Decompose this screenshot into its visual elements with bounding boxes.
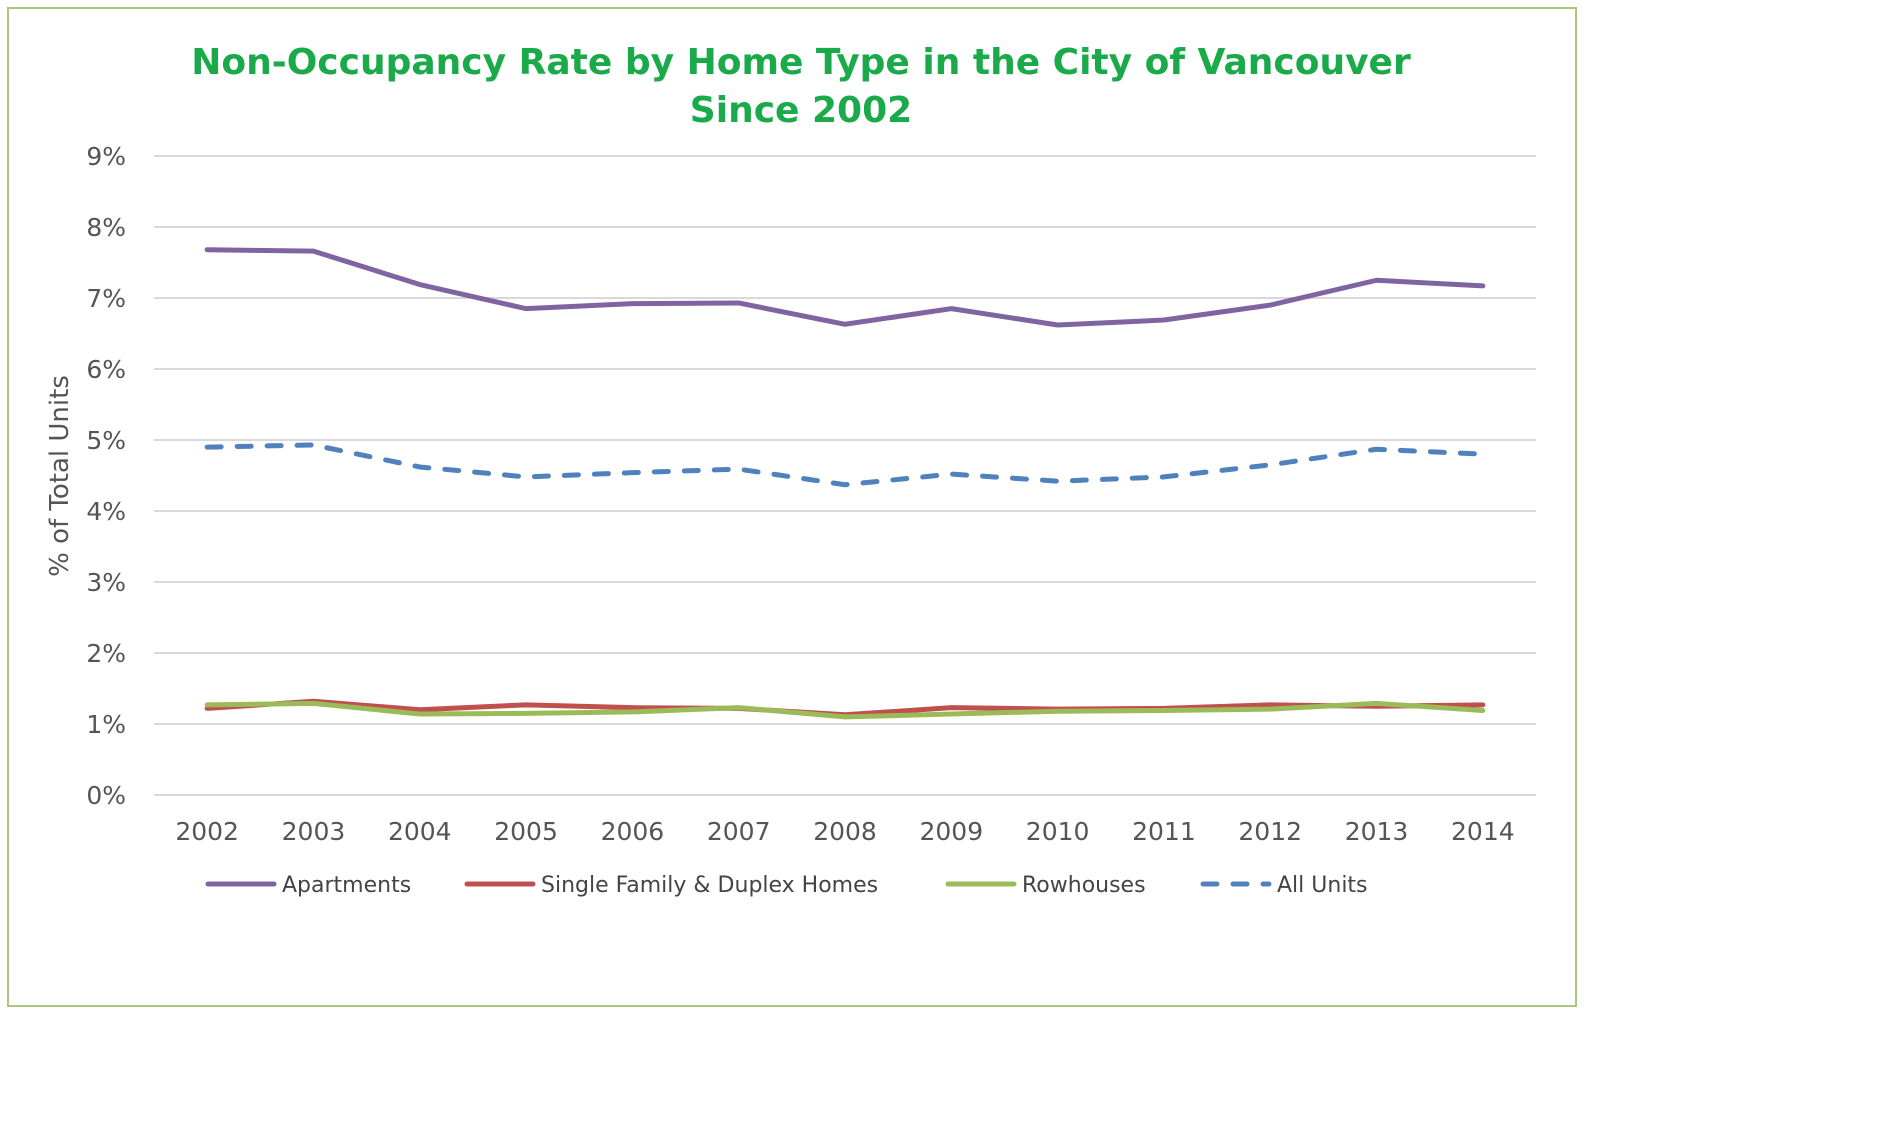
x-tick-label: 2013 <box>1345 817 1409 846</box>
legend-label: Apartments <box>282 873 411 898</box>
chart-title: Non-Occupancy Rate by Home Type in the C… <box>191 42 1411 83</box>
chart-frame <box>7 7 1577 1007</box>
x-tick-label: 2006 <box>601 817 665 846</box>
x-tick-label: 2014 <box>1451 817 1515 846</box>
y-tick-label: 3% <box>86 568 126 597</box>
y-axis-label: % of Total Units <box>45 375 75 577</box>
x-tick-label: 2011 <box>1132 817 1196 846</box>
legend-label: Single Family & Duplex Homes <box>541 873 878 898</box>
x-tick-label: 2002 <box>175 817 239 846</box>
x-tick-label: 2008 <box>813 817 877 846</box>
x-tick-label: 2005 <box>494 817 558 846</box>
y-tick-label: 0% <box>86 781 126 810</box>
y-tick-label: 8% <box>86 213 126 242</box>
y-tick-label: 4% <box>86 497 126 526</box>
y-tick-label: 9% <box>86 142 126 171</box>
x-tick-label: 2004 <box>388 817 452 846</box>
chart-subtitle: Since 2002 <box>689 90 913 131</box>
series-line-apartments <box>204 247 1486 328</box>
y-tick-label: 5% <box>86 426 126 455</box>
series-line-all-units <box>204 442 1486 488</box>
x-tick-label: 2009 <box>919 817 983 846</box>
x-tick-label: 2012 <box>1238 817 1302 846</box>
line-chart: 0% 1% 2% 3% 4% 5% 6% 7% 8% 9% 2002 2003 2004 2005 200… <box>45 142 1536 898</box>
x-tick-label: 2007 <box>707 817 771 846</box>
y-tick-label: 7% <box>86 284 126 313</box>
x-tick-label: 2003 <box>282 817 346 846</box>
x-tick-label: 2010 <box>1026 817 1090 846</box>
y-tick-label: 6% <box>86 355 126 384</box>
legend-label: All Units <box>1277 873 1368 898</box>
y-tick-label: 2% <box>86 639 126 668</box>
y-tick-label: 1% <box>86 710 126 739</box>
legend-label: Rowhouses <box>1022 873 1146 898</box>
